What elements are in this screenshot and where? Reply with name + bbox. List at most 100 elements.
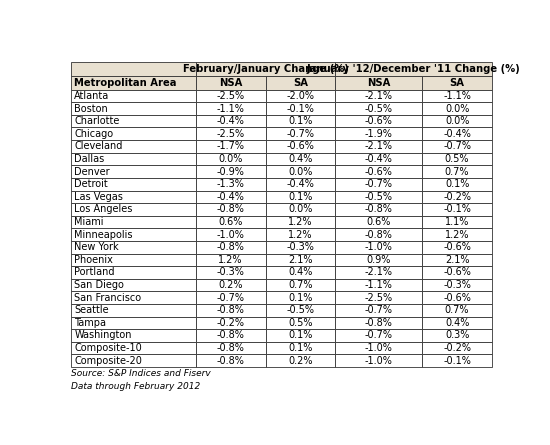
Text: -0.3%: -0.3% <box>443 280 471 290</box>
Bar <box>336 266 422 279</box>
Text: -0.7%: -0.7% <box>217 293 245 303</box>
Bar <box>71 178 196 190</box>
Text: 0.0%: 0.0% <box>445 104 469 113</box>
Bar <box>196 140 266 153</box>
Text: -2.5%: -2.5% <box>217 129 245 139</box>
Bar <box>196 304 266 316</box>
Text: -1.0%: -1.0% <box>365 242 393 252</box>
Bar <box>336 279 422 291</box>
Text: Washington: Washington <box>74 331 132 340</box>
Bar <box>196 90 266 102</box>
Bar <box>336 203 422 216</box>
Text: San Francisco: San Francisco <box>74 293 141 303</box>
Bar <box>71 241 196 254</box>
Text: San Diego: San Diego <box>74 280 124 290</box>
Text: -0.8%: -0.8% <box>217 305 245 315</box>
Text: 0.0%: 0.0% <box>218 154 243 164</box>
Text: -0.5%: -0.5% <box>365 192 393 202</box>
Text: NSA: NSA <box>367 78 390 88</box>
Text: -1.3%: -1.3% <box>217 179 245 189</box>
Text: -0.8%: -0.8% <box>217 343 245 353</box>
Text: Minneapolis: Minneapolis <box>74 230 133 239</box>
Bar <box>196 291 266 304</box>
Bar <box>71 140 196 153</box>
Text: -0.1%: -0.1% <box>287 104 315 113</box>
Text: -0.2%: -0.2% <box>443 192 471 202</box>
Bar <box>71 266 196 279</box>
Text: 0.0%: 0.0% <box>445 116 469 126</box>
Bar <box>196 216 266 228</box>
Text: Tampa: Tampa <box>74 318 106 328</box>
Text: Portland: Portland <box>74 267 115 277</box>
Bar <box>71 329 196 342</box>
Text: 0.2%: 0.2% <box>288 356 313 366</box>
Text: NSA: NSA <box>219 78 243 88</box>
Text: 0.7%: 0.7% <box>288 280 313 290</box>
Bar <box>336 329 422 342</box>
Text: 0.1%: 0.1% <box>288 293 313 303</box>
Text: -1.9%: -1.9% <box>365 129 393 139</box>
Bar <box>196 241 266 254</box>
Bar <box>71 203 196 216</box>
Text: -0.5%: -0.5% <box>287 305 315 315</box>
Bar <box>196 178 266 190</box>
Bar <box>422 190 492 203</box>
Text: 1.2%: 1.2% <box>218 255 243 265</box>
Text: 0.1%: 0.1% <box>445 179 469 189</box>
Bar <box>336 102 422 115</box>
Bar <box>71 62 196 76</box>
Bar <box>196 153 266 165</box>
Text: -1.0%: -1.0% <box>365 356 393 366</box>
Bar <box>422 140 492 153</box>
Text: Chicago: Chicago <box>74 129 113 139</box>
Text: -1.0%: -1.0% <box>365 343 393 353</box>
Bar <box>266 354 336 367</box>
Bar <box>71 316 196 329</box>
Text: 0.6%: 0.6% <box>218 217 243 227</box>
Text: -0.1%: -0.1% <box>443 356 471 366</box>
Text: -0.4%: -0.4% <box>217 192 245 202</box>
Bar <box>336 115 422 128</box>
Text: 0.3%: 0.3% <box>445 331 469 340</box>
Text: 1.1%: 1.1% <box>445 217 469 227</box>
Text: Los Angeles: Los Angeles <box>74 204 133 214</box>
Text: Composite-20: Composite-20 <box>74 356 142 366</box>
Text: 0.1%: 0.1% <box>288 192 313 202</box>
Bar <box>336 241 422 254</box>
Text: Miami: Miami <box>74 217 104 227</box>
Bar <box>266 304 336 316</box>
Bar <box>71 76 196 90</box>
Bar <box>266 90 336 102</box>
Text: -0.4%: -0.4% <box>287 179 315 189</box>
Text: 1.2%: 1.2% <box>445 230 469 239</box>
Text: -0.6%: -0.6% <box>287 142 315 151</box>
Text: February/January Change (%): February/January Change (%) <box>183 64 349 74</box>
Bar <box>422 279 492 291</box>
Text: -0.4%: -0.4% <box>365 154 393 164</box>
Text: -2.1%: -2.1% <box>365 267 393 277</box>
Text: Boston: Boston <box>74 104 108 113</box>
Bar <box>196 316 266 329</box>
Bar <box>196 228 266 241</box>
Bar <box>266 140 336 153</box>
Bar <box>422 228 492 241</box>
Bar <box>336 165 422 178</box>
Bar <box>336 153 422 165</box>
Bar <box>336 178 422 190</box>
Text: -1.0%: -1.0% <box>217 230 245 239</box>
Bar <box>266 254 336 266</box>
Bar <box>266 279 336 291</box>
Bar <box>336 254 422 266</box>
Bar <box>336 62 492 76</box>
Bar <box>266 266 336 279</box>
Bar <box>266 342 336 354</box>
Text: 0.2%: 0.2% <box>218 280 243 290</box>
Bar <box>196 266 266 279</box>
Text: -1.1%: -1.1% <box>443 91 471 101</box>
Bar <box>196 165 266 178</box>
Bar <box>336 90 422 102</box>
Bar <box>266 216 336 228</box>
Bar <box>336 128 422 140</box>
Text: 0.5%: 0.5% <box>288 318 313 328</box>
Bar <box>266 76 336 90</box>
